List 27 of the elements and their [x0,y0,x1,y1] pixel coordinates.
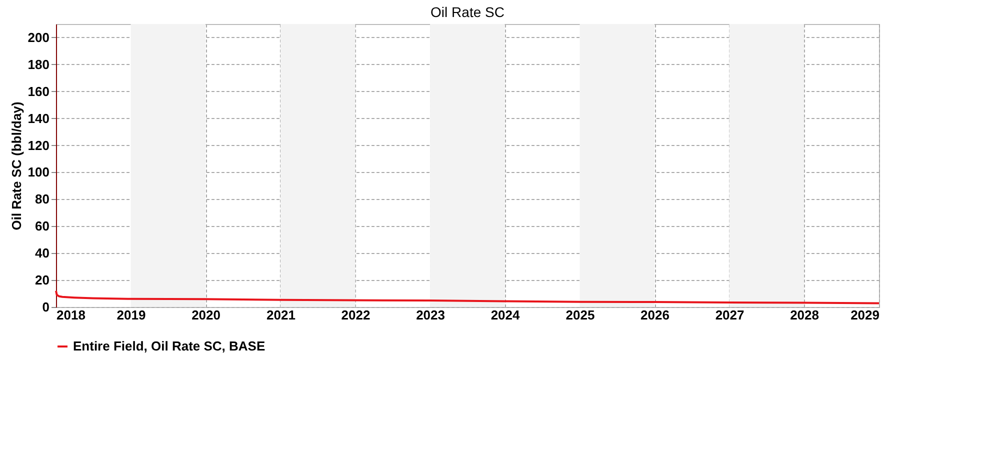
y-tick-label: 200 [28,30,50,45]
y-tick-label: 120 [28,138,50,153]
x-tick-label: 2021 [266,308,296,322]
x-tick-label: 2029 [850,308,880,322]
y-axis-title: Oil Rate SC (bbl/day) [8,102,24,230]
y-tick-label: 180 [28,56,50,72]
y-tick-label: 140 [28,110,50,126]
x-tick-label: 2020 [192,308,220,322]
line-series [55,290,880,304]
x-tick-label: 2028 [790,308,819,322]
y-tick-label: 100 [28,164,50,180]
x-tick-label: 2022 [341,308,370,322]
y-tick-label: 60 [35,218,50,234]
legend-label: Entire Field, Oil Rate SC, BASE [73,338,266,354]
y-tick-label: 0 [42,300,50,314]
y-tick-label: 40 [35,246,50,261]
x-tick-label: 2023 [416,308,445,322]
y-tick-label: 160 [28,84,50,99]
x-tick-label: 2026 [640,308,670,322]
y-tick-label: 80 [35,192,50,207]
x-tick-label: 2019 [116,308,146,322]
y-tick-label: 20 [35,272,50,288]
x-tick-label: 2024 [490,308,521,322]
x-tick-label: 2025 [566,308,595,322]
chart-title: Oil Rate SC [430,4,504,20]
x-tick-label: 2027 [715,308,744,322]
x-tick-label: 2018 [56,308,86,322]
